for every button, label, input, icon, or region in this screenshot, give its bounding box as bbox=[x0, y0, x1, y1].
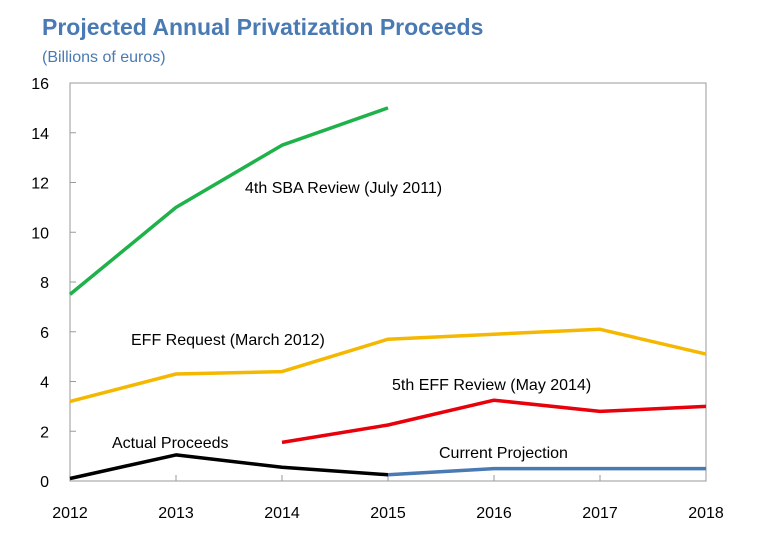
x-tick-label: 2014 bbox=[264, 505, 300, 522]
series-line-4 bbox=[387, 466, 706, 477]
plot-area bbox=[69, 82, 707, 482]
x-tick-label: 2018 bbox=[688, 505, 724, 522]
series-labels: 4th SBA Review (July 2011) EFF Request (M… bbox=[112, 180, 591, 462]
y-axis: 0 2 4 6 8 10 12 14 16 bbox=[31, 76, 76, 491]
series-lines bbox=[68, 106, 707, 481]
series-line-3 bbox=[69, 453, 389, 481]
y-tick-label: 14 bbox=[31, 126, 49, 143]
series-label-0: 4th SBA Review (July 2011) bbox=[245, 180, 442, 197]
y-tick-label: 16 bbox=[31, 76, 49, 93]
chart-subtitle: (Billions of euros) bbox=[42, 49, 166, 66]
series-line-0 bbox=[68, 106, 389, 296]
x-tick-label: 2012 bbox=[52, 505, 88, 522]
x-tick-label: 2016 bbox=[476, 505, 512, 522]
y-tick-label: 2 bbox=[40, 424, 49, 441]
y-tick-label: 0 bbox=[40, 474, 49, 491]
series-label-2: 5th EFF Review (May 2014) bbox=[392, 377, 591, 394]
chart-title: Projected Annual Privatization Proceeds bbox=[42, 14, 484, 40]
y-tick-label: 12 bbox=[31, 176, 49, 193]
x-tick-label: 2017 bbox=[582, 505, 618, 522]
x-axis: 2012 2013 2014 2015 2016 2017 2018 bbox=[52, 475, 724, 522]
series-line-2 bbox=[281, 398, 707, 445]
series-label-4: Current Projection bbox=[439, 445, 568, 462]
y-tick-label: 10 bbox=[31, 225, 49, 242]
x-tick-label: 2015 bbox=[370, 505, 406, 522]
series-line-1 bbox=[69, 327, 707, 404]
x-tick-label: 2013 bbox=[158, 505, 194, 522]
y-tick-label: 4 bbox=[40, 375, 49, 392]
y-tick-label: 6 bbox=[40, 325, 49, 342]
series-label-3: Actual Proceeds bbox=[112, 435, 229, 452]
series-label-1: EFF Request (March 2012) bbox=[131, 332, 325, 349]
y-tick-label: 8 bbox=[40, 275, 49, 292]
